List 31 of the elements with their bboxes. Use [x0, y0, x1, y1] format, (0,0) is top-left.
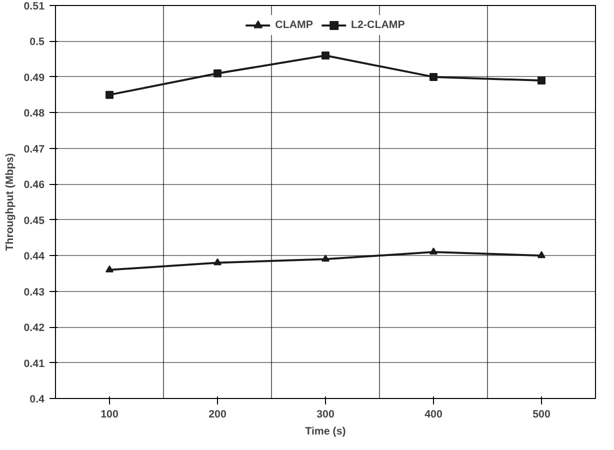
y-axis-title: Throughput (Mbps) [4, 152, 16, 251]
point [538, 76, 546, 85]
y-tick-label: 0.45 [24, 214, 45, 227]
x-axis-title: Time (s) [305, 426, 346, 438]
x-tick-label: 400 [424, 408, 442, 420]
y-tick-label: 0.51 [24, 0, 45, 12]
x-tick-label: 100 [100, 408, 118, 420]
point [538, 251, 546, 258]
point [214, 69, 222, 78]
point [322, 254, 330, 262]
point [106, 265, 114, 272]
point [430, 72, 438, 81]
y-tick-label: 0.47 [24, 143, 45, 156]
y-tick-label: 0.42 [24, 322, 45, 334]
point [106, 90, 114, 99]
y-tick-label: 0.4 [30, 394, 45, 406]
y-tick-label: 0.44 [24, 250, 45, 263]
y-tick-label: 0.5 [30, 36, 45, 48]
y-tick-label: 0.48 [24, 108, 45, 120]
point [214, 258, 222, 266]
x-tick-label: 500 [532, 408, 550, 420]
x-tick-label: 300 [316, 408, 334, 420]
y-tick-label: 0.41 [24, 358, 45, 370]
y-tick-label: 0.43 [24, 286, 45, 298]
legend-label: CLAMP [275, 19, 314, 31]
point [430, 247, 438, 255]
legend-label: L2-CLAMP [351, 19, 405, 31]
y-tick-label: 0.49 [24, 72, 45, 84]
y-tick-label: 0.46 [24, 179, 45, 192]
x-tick-label: 200 [208, 408, 226, 420]
point [322, 52, 330, 60]
